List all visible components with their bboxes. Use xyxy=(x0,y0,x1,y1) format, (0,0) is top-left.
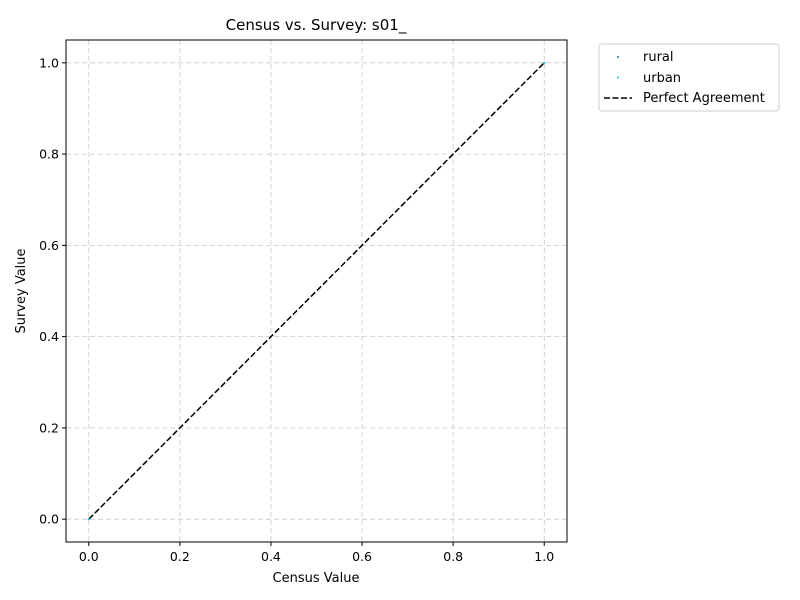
legend-box xyxy=(598,43,780,112)
chart-title: Census vs. Survey: s01_ xyxy=(226,16,407,35)
y-tick-label: 1.0 xyxy=(39,55,59,70)
legend: rural urban Perfect Agreement xyxy=(598,43,780,112)
y-axis-label: Survey Value xyxy=(14,248,29,333)
x-axis-ticks: 0.0 0.2 0.4 0.6 0.8 1.0 xyxy=(79,542,554,564)
legend-label-urban: urban xyxy=(643,71,681,86)
plot-marks xyxy=(87,61,546,521)
plot-frame xyxy=(65,39,568,543)
legend-label-perfect-agreement: Perfect Agreement xyxy=(643,91,765,106)
data-point-urban xyxy=(87,518,90,521)
y-axis-ticks: 0.0 0.2 0.4 0.6 0.8 1.0 xyxy=(39,55,66,527)
y-tick-label: 0.0 xyxy=(39,512,59,527)
y-tick-label: 0.4 xyxy=(39,329,59,344)
x-tick-label: 1.0 xyxy=(534,549,554,564)
legend-marker-rural xyxy=(617,56,619,58)
x-tick-label: 0.8 xyxy=(443,549,463,564)
y-tick-label: 0.2 xyxy=(39,420,59,435)
legend-marker-urban xyxy=(617,76,619,79)
x-tick-label: 0.6 xyxy=(352,549,372,564)
x-tick-label: 0.2 xyxy=(170,549,190,564)
reference-line-perfect-agreement xyxy=(88,62,545,520)
x-tick-label: 0.4 xyxy=(261,549,281,564)
grid xyxy=(66,40,567,542)
legend-label-rural: rural xyxy=(643,50,674,65)
y-tick-label: 0.8 xyxy=(39,147,59,162)
data-point-urban xyxy=(543,61,546,64)
x-axis-label: Census Value xyxy=(273,571,360,586)
y-tick-label: 0.6 xyxy=(39,238,59,253)
x-tick-label: 0.0 xyxy=(79,549,99,564)
